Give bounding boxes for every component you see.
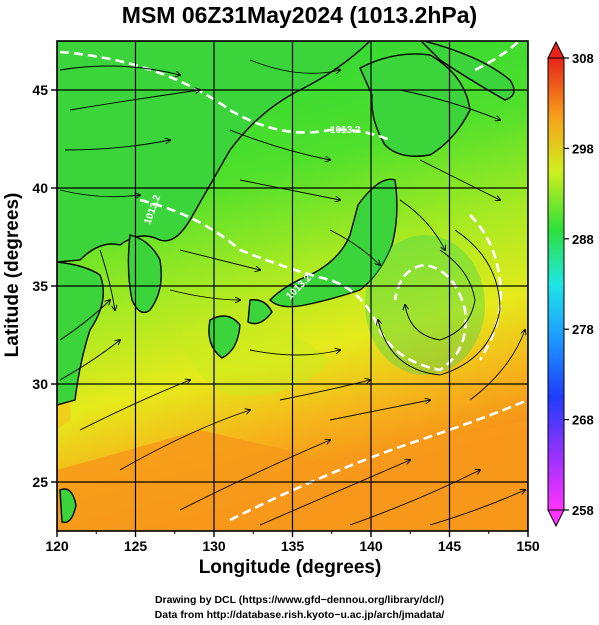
streamline (399, 199, 445, 250)
colorbar-bottom-arrow (547, 509, 565, 528)
x-tick-label: 130 (202, 538, 226, 554)
streamline (59, 340, 120, 381)
streamline (329, 400, 430, 421)
streamline-cyclone (378, 229, 501, 376)
streamline-cyclone (405, 249, 476, 341)
map-field (57, 41, 528, 531)
streamline (99, 249, 115, 310)
y-tick-label: 25 (32, 474, 48, 490)
streamline (279, 380, 370, 401)
shikoku (247, 299, 273, 325)
colorbar-tick-label: 298 (572, 141, 594, 156)
colorbar-bar (547, 57, 565, 511)
streamline (64, 140, 170, 151)
streamline (329, 229, 380, 265)
streamline (239, 179, 340, 200)
map-title: MSM 06Z31May2024 (1013.2hPa) (121, 2, 478, 28)
isobar-east (469, 214, 503, 361)
taiwan (59, 488, 77, 524)
y-axis-ticks: 25 30 35 40 45 (32, 82, 57, 490)
isobar-northeast (474, 41, 521, 72)
lat-lon-grid (57, 41, 528, 531)
streamline (249, 350, 340, 356)
colorbar-tick-label: 308 (572, 51, 594, 66)
x-tick-label: 120 (45, 538, 69, 554)
streamline (179, 249, 260, 270)
streamline (349, 470, 480, 526)
x-tick-label: 125 (124, 538, 148, 554)
streamline (259, 460, 410, 526)
colorbar-ticks: 308 298 288 278 268 258 (564, 51, 594, 518)
china-coast (57, 261, 104, 406)
streamline (69, 90, 200, 111)
y-tick-label: 30 (32, 376, 48, 392)
colorbar-tick-label: 268 (572, 413, 594, 428)
y-tick-label: 45 (32, 82, 48, 98)
streamline (59, 300, 110, 341)
drawing-credit: Drawing by DCL (https://www.gfd−dennou.o… (154, 594, 445, 606)
sakhalin-kuril (420, 41, 515, 101)
low-pressure-airmass (365, 235, 485, 375)
colorbar-tick-label: 288 (572, 232, 594, 247)
streamline (419, 159, 500, 200)
streamline (249, 59, 340, 73)
data-credit: Data from http://database.rish.kyoto−u.a… (154, 609, 445, 621)
isobars (59, 41, 528, 522)
x-tick-label: 150 (516, 538, 540, 554)
isobar-center (139, 198, 467, 372)
streamline (469, 330, 525, 401)
streamline (229, 129, 330, 160)
y-tick-label: 40 (32, 180, 48, 196)
streamline (429, 490, 525, 526)
kyushu (208, 315, 241, 359)
colorbar-tick-label: 278 (572, 322, 594, 337)
x-axis-ticks: 120 125 130 135 140 145 150 (45, 531, 540, 554)
y-tick-label: 35 (32, 278, 48, 294)
colorbar: 308 298 288 278 268 258 (547, 40, 594, 528)
contour-label: 1013.2 (330, 125, 361, 136)
korean-peninsula (127, 234, 162, 314)
isobar-north (59, 50, 391, 142)
x-axis-label: Longitude (degrees) (198, 557, 382, 578)
x-tick-label: 135 (281, 538, 305, 554)
streamline (169, 289, 240, 300)
streamline (179, 440, 330, 511)
streamline (59, 189, 140, 197)
x-tick-label: 145 (438, 538, 462, 554)
colorbar-top-arrow (547, 40, 565, 59)
x-tick-label: 140 (359, 538, 383, 554)
isobar-south (229, 398, 528, 522)
streamline (59, 65, 180, 75)
colorbar-tick-label: 258 (572, 503, 594, 518)
